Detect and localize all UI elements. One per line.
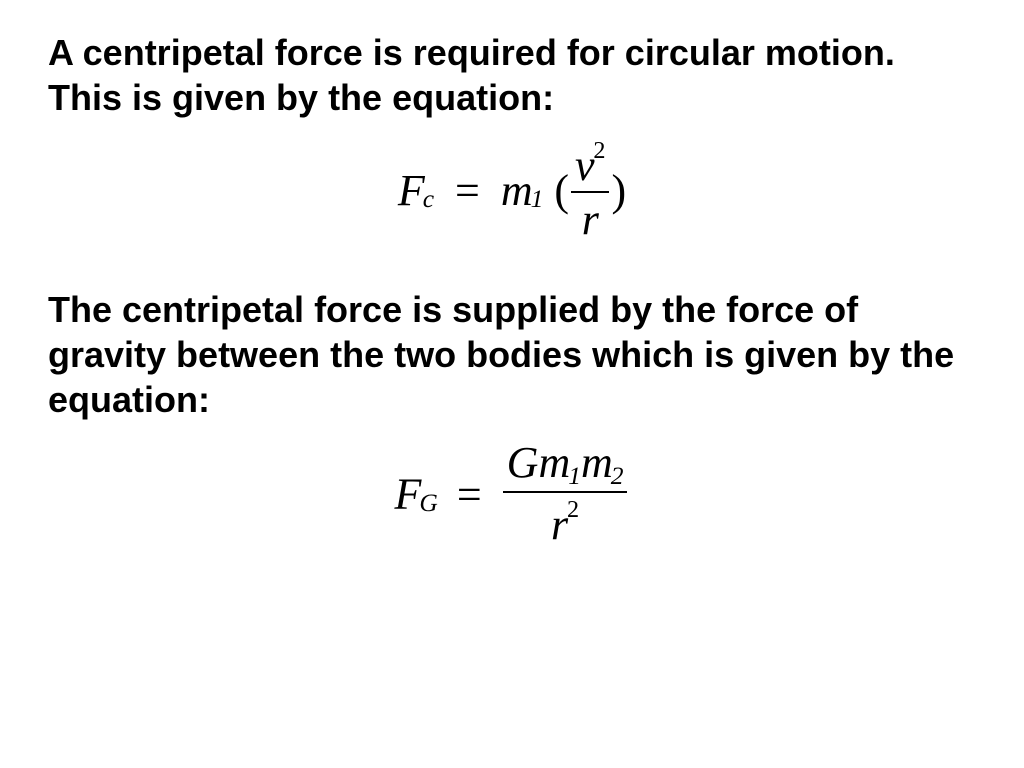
equation-2: FG = Gm1m2 r2 (395, 440, 630, 548)
eq1-numerator: v2 (571, 138, 609, 193)
eq1-equals: = (445, 166, 490, 215)
eq1-close-paren: ) (611, 166, 626, 215)
slide-content: A centripetal force is required for circ… (0, 0, 1024, 768)
eq2-denominator: r2 (503, 493, 628, 548)
eq2-m1: m (538, 438, 570, 487)
eq2-m2-sub: 2 (611, 461, 624, 490)
eq2-den-sup: 2 (567, 496, 579, 523)
eq2-equals: = (449, 470, 490, 519)
eq1-num-v: v (575, 141, 595, 190)
equation-1-wrap: Fc = m1 ( v2 r ) (48, 138, 976, 243)
eq1-open-paren: ( (554, 166, 569, 215)
eq1-denominator: r (571, 193, 609, 243)
eq2-den-r: r (551, 500, 568, 549)
eq2-G: G (507, 438, 539, 487)
eq1-fraction: v2 r (571, 138, 609, 243)
eq1-F: F (398, 166, 425, 215)
eq1-F-sub: c (423, 184, 434, 213)
eq2-F: F (395, 470, 422, 519)
eq1-den-r: r (582, 195, 599, 244)
paragraph-2: The centripetal force is supplied by the… (48, 287, 976, 422)
eq2-m2: m (581, 438, 613, 487)
eq2-fraction: Gm1m2 r2 (503, 440, 628, 548)
paragraph-1: A centripetal force is required for circ… (48, 30, 976, 120)
eq2-numerator: Gm1m2 (503, 440, 628, 493)
eq1-m-sub: 1 (531, 184, 544, 213)
eq2-m1-sub: 1 (568, 461, 581, 490)
eq1-num-sup: 2 (593, 137, 605, 164)
eq1-m: m (501, 166, 533, 215)
equation-2-wrap: FG = Gm1m2 r2 (48, 440, 976, 548)
equation-1: Fc = m1 ( v2 r ) (398, 138, 626, 243)
eq2-F-sub: G (419, 488, 437, 517)
